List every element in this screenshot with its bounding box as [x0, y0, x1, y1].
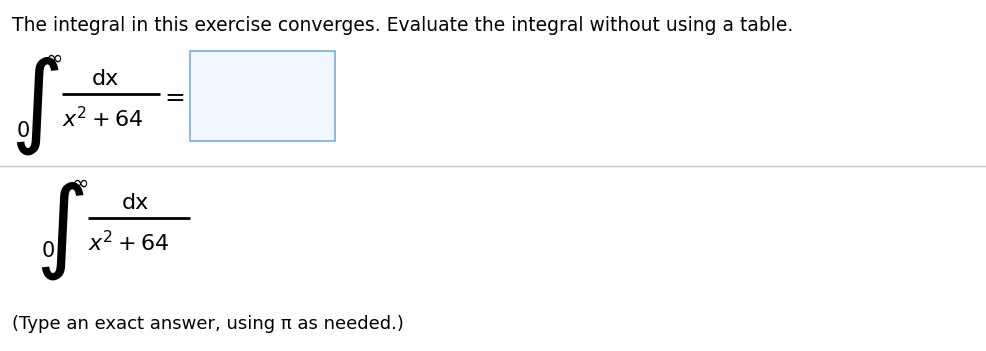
Text: dx: dx [92, 69, 118, 89]
Text: (Type an exact answer, using π as needed.): (Type an exact answer, using π as needed… [12, 315, 403, 333]
Text: $\int$: $\int$ [35, 180, 85, 283]
Text: 0: 0 [41, 241, 54, 261]
Text: $x^2 + 64$: $x^2 + 64$ [62, 106, 143, 132]
Text: $x^2 + 64$: $x^2 + 64$ [88, 230, 170, 256]
Text: dx: dx [121, 193, 149, 213]
Text: $\int$: $\int$ [10, 54, 59, 158]
Text: =: = [165, 86, 185, 110]
Text: The integral in this exercise converges. Evaluate the integral without using a t: The integral in this exercise converges.… [12, 16, 793, 35]
Text: $\infty$: $\infty$ [71, 173, 89, 193]
Text: $\infty$: $\infty$ [45, 48, 62, 68]
Text: 0: 0 [17, 121, 30, 141]
